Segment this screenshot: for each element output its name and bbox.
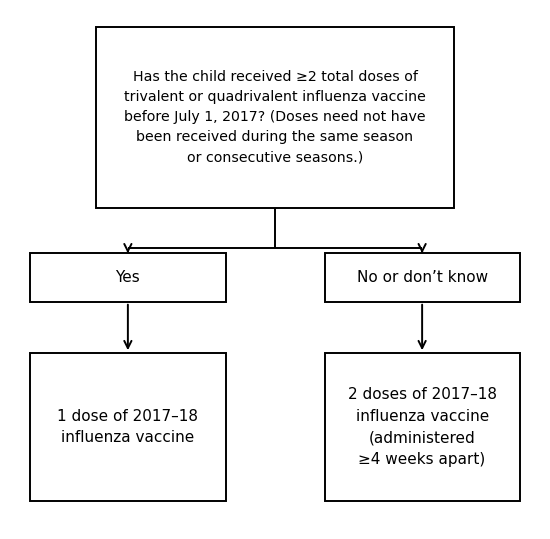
FancyBboxPatch shape — [96, 27, 454, 208]
FancyBboxPatch shape — [30, 353, 226, 501]
Text: Yes: Yes — [116, 270, 140, 285]
Text: 2 doses of 2017–18
influenza vaccine
(administered
≥4 weeks apart): 2 doses of 2017–18 influenza vaccine (ad… — [348, 387, 497, 467]
Text: Has the child received ≥2 total doses of
trivalent or quadrivalent influenza vac: Has the child received ≥2 total doses of… — [124, 70, 426, 164]
Text: 1 dose of 2017–18
influenza vaccine: 1 dose of 2017–18 influenza vaccine — [57, 409, 199, 445]
FancyBboxPatch shape — [324, 353, 520, 501]
Text: No or don’t know: No or don’t know — [356, 270, 488, 285]
FancyBboxPatch shape — [30, 253, 226, 302]
FancyBboxPatch shape — [324, 253, 520, 302]
